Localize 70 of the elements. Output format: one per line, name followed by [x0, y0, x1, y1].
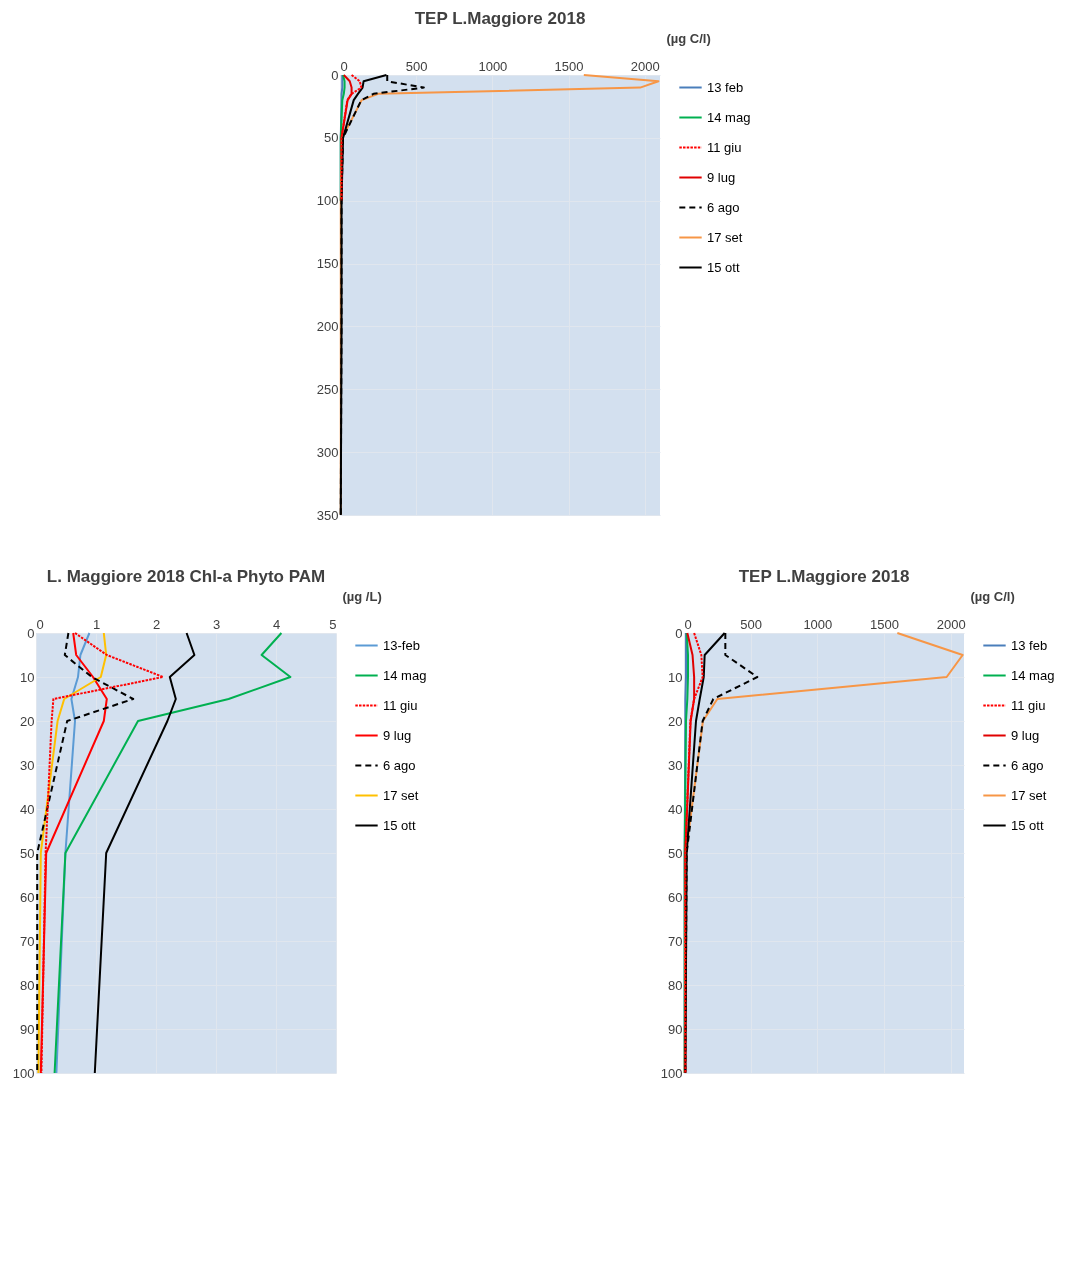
- y-tick-label: 50: [668, 845, 683, 861]
- x-axis-title: (µg C/l): [666, 30, 711, 46]
- y-tick-label: 40: [668, 801, 683, 817]
- legend-label: 14 mag: [1011, 667, 1055, 683]
- legend-label: 17 set: [707, 229, 743, 245]
- y-tick-label: 150: [316, 256, 339, 272]
- legend-label: 15 ott: [707, 259, 740, 275]
- y-tick-label: 30: [668, 757, 683, 773]
- x-tick-label: 3: [212, 616, 221, 632]
- legend-label: 13 feb: [1011, 637, 1048, 653]
- x-tick-label: 1500: [554, 58, 584, 74]
- legend-label: 6 ago: [383, 757, 416, 773]
- legend-label: 15 ott: [1011, 817, 1044, 833]
- legend-label: 11 giu: [383, 697, 418, 713]
- y-tick-label: 90: [668, 1021, 683, 1037]
- legend-label: 17 set: [1011, 787, 1047, 803]
- y-tick-label: 90: [20, 1021, 35, 1037]
- y-tick-label: 60: [20, 889, 35, 905]
- x-tick-label: 500: [405, 58, 428, 74]
- y-tick-label: 300: [316, 444, 339, 460]
- line-series: [53, 632, 292, 1074]
- legend-label: 11 giu: [707, 139, 742, 155]
- y-tick-label: 10: [668, 669, 683, 685]
- y-tick-label: 20: [20, 713, 35, 729]
- legend-label: 9 lug: [707, 169, 736, 185]
- y-tick-label: 50: [324, 130, 339, 146]
- x-tick-label: 2: [152, 616, 161, 632]
- line-series: [93, 632, 196, 1074]
- y-tick-label: 30: [20, 757, 35, 773]
- y-tick-label: 80: [668, 977, 683, 993]
- chart-title: TEP L.Maggiore 2018: [414, 9, 586, 28]
- x-tick-label: 500: [740, 616, 763, 632]
- legend-label: 9 lug: [383, 727, 412, 743]
- chart-title: L. Maggiore 2018 Chl-a Phyto PAM: [46, 567, 326, 586]
- y-tick-label: 250: [316, 381, 339, 397]
- x-tick-label: 1000: [478, 58, 508, 74]
- x-tick-label: 4: [272, 616, 281, 632]
- legend-label: 17 set: [383, 787, 419, 803]
- x-tick-label: 1500: [870, 616, 899, 632]
- y-tick-label: 20: [668, 713, 683, 729]
- legend-label: 9 lug: [1011, 727, 1040, 743]
- y-tick-label: 70: [20, 933, 35, 949]
- legend-label: 15 ott: [383, 817, 416, 833]
- y-tick-label: 50: [20, 845, 35, 861]
- y-tick-label: 60: [668, 889, 683, 905]
- x-tick-label: 2000: [936, 616, 966, 632]
- y-tick-label: 10: [20, 669, 35, 685]
- legend-label: 11 giu: [1011, 697, 1046, 713]
- legend-label: 14 mag: [383, 667, 427, 683]
- y-tick-label: 350: [316, 507, 339, 523]
- y-tick-label: 200: [316, 318, 339, 334]
- x-axis-title: (µg /L): [342, 588, 382, 604]
- y-tick-label: 70: [668, 933, 683, 949]
- chart-title: TEP L.Maggiore 2018: [738, 567, 910, 586]
- y-tick-label: 100: [660, 1065, 683, 1081]
- x-tick-label: 1000: [803, 616, 833, 632]
- x-tick-label: 5: [329, 616, 337, 632]
- y-tick-label: 80: [20, 977, 35, 993]
- legend-label: 13 feb: [707, 79, 744, 95]
- y-tick-label: 40: [20, 801, 35, 817]
- legend-label: 6 ago: [1011, 757, 1044, 773]
- legend-label: 13-feb: [383, 637, 420, 653]
- x-tick-label: 2000: [630, 58, 660, 74]
- y-tick-label: 100: [316, 193, 339, 209]
- legend-label: 14 mag: [707, 109, 751, 125]
- legend-label: 6 ago: [707, 199, 740, 215]
- y-tick-label: 100: [12, 1065, 35, 1081]
- x-tick-label: 1: [92, 616, 101, 632]
- line-series: [55, 632, 91, 1074]
- x-axis-title: (µg C/l): [970, 588, 1015, 604]
